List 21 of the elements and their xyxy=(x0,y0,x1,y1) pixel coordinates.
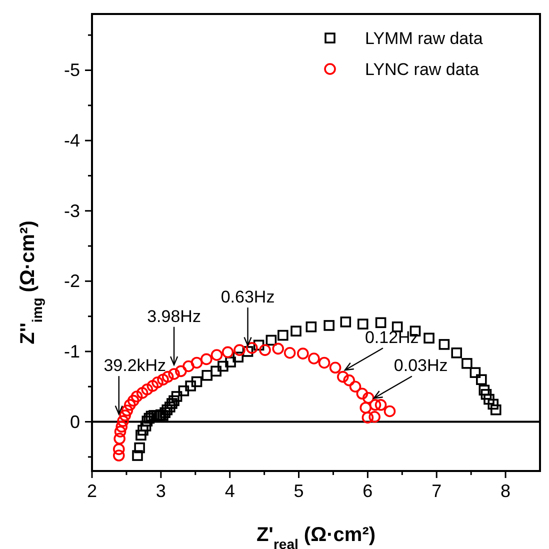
x-tick-label: 8 xyxy=(500,481,511,501)
x-axis-title: Z'$_{real}$ (Ω·cm²) xyxy=(256,524,376,549)
annotation: 0.12Hz xyxy=(364,328,419,348)
y-tick-label: -2 xyxy=(64,271,80,292)
annotation: 0.63Hz xyxy=(220,288,275,306)
x-tick-label: 7 xyxy=(432,481,442,501)
legend-label: LYMM raw data xyxy=(365,29,484,48)
legend-label: LYNC raw data xyxy=(365,60,480,79)
y-tick-label: 0 xyxy=(70,412,80,432)
x-tick-label: 5 xyxy=(294,481,304,501)
annotation: 0.03Hz xyxy=(394,356,448,376)
x-tick-label: 4 xyxy=(224,481,235,501)
y-tick-label: -3 xyxy=(64,200,80,221)
annotation: 39.2kHz xyxy=(104,356,166,376)
y-tick-label: -5 xyxy=(64,60,80,80)
annotation: 3.98Hz xyxy=(147,306,201,326)
x-tick-label: 3 xyxy=(156,481,166,501)
x-tick-label: 6 xyxy=(362,481,373,501)
x-tick-label: 2 xyxy=(86,481,98,501)
y-tick-label: -1 xyxy=(64,341,80,362)
y-tick-label: -4 xyxy=(64,130,80,151)
